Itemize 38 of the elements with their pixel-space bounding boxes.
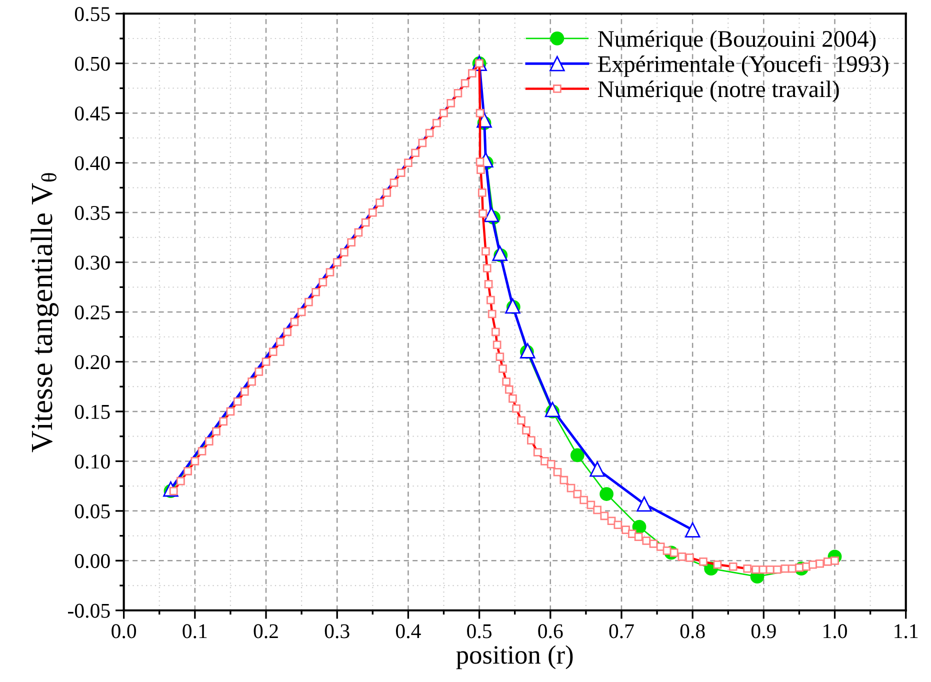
x-tick-label: 0.2 bbox=[254, 624, 278, 638]
x-axis-title: position (r) bbox=[456, 645, 573, 670]
legend-label: Numérique (Bouzouini 2004) bbox=[598, 30, 876, 52]
y-tick-label: 0.25 bbox=[74, 305, 110, 320]
point bbox=[590, 462, 605, 477]
x-tick-label: 0.8 bbox=[680, 624, 705, 638]
x-tick-label: 0.6 bbox=[538, 624, 563, 638]
y-tick-label: 0.55 bbox=[74, 7, 110, 22]
y-tick-label: 0.00 bbox=[74, 554, 110, 568]
point bbox=[484, 206, 500, 222]
y-tick-label: 0.15 bbox=[74, 404, 110, 419]
y-axis-title: Vitesse tangentialle V$_{θ}$ bbox=[30, 173, 59, 452]
x-tick-label: 0.7 bbox=[609, 624, 634, 638]
x-tick-label: 0.4 bbox=[396, 624, 421, 638]
y-tick-label: 0.10 bbox=[74, 454, 110, 469]
x-tick-label: 0.0 bbox=[112, 624, 136, 638]
x-tick-label: 0.1 bbox=[182, 624, 207, 638]
y-tick-label: 0.40 bbox=[74, 156, 110, 170]
x-tick-label: 0.3 bbox=[324, 624, 350, 638]
y-tick-label: 0.45 bbox=[74, 106, 110, 121]
point bbox=[600, 487, 614, 501]
y-tick-label: 0.50 bbox=[74, 56, 110, 71]
y-tick-label: -0.05 bbox=[68, 604, 110, 618]
point bbox=[632, 520, 646, 534]
point bbox=[570, 448, 584, 462]
legend-label: Expérimentale (Youcefi 1993) bbox=[598, 55, 888, 77]
y-tick-label: 0.05 bbox=[74, 504, 110, 518]
x-tick-label: 1.1 bbox=[894, 624, 918, 638]
y-tick-label: 0.30 bbox=[74, 256, 110, 270]
legend-label: Numérique (notre travail) bbox=[598, 80, 839, 102]
x-tick-label: 1.0 bbox=[824, 624, 847, 638]
y-tick-label: 0.35 bbox=[74, 206, 110, 220]
y-tick-label: 0.20 bbox=[74, 355, 110, 370]
x-tick-label: 0.5 bbox=[467, 624, 492, 638]
point bbox=[684, 522, 700, 538]
point bbox=[636, 496, 652, 512]
point bbox=[544, 402, 560, 418]
x-tick-label: 0.9 bbox=[751, 624, 776, 638]
